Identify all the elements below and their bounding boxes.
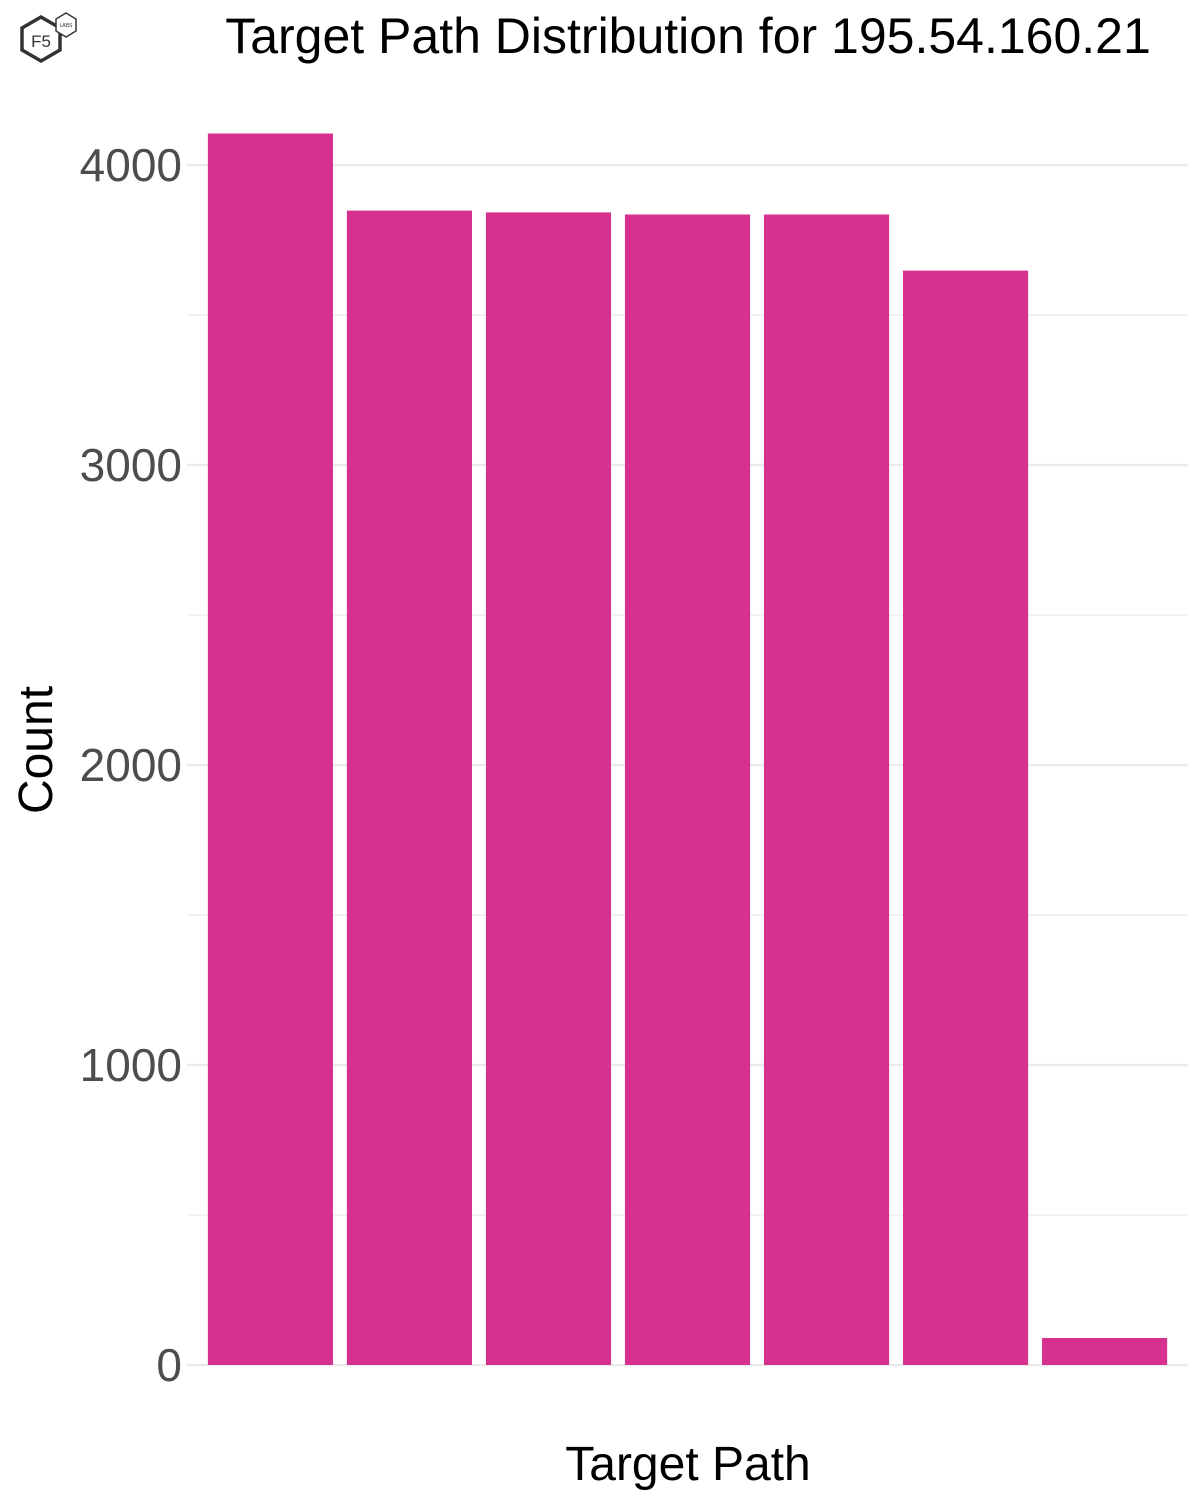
- bar: [485, 212, 612, 1365]
- y-tick-label: 3000: [80, 439, 182, 491]
- bar: [902, 270, 1029, 1366]
- bar: [624, 214, 751, 1365]
- bars: [207, 133, 1168, 1366]
- y-tick-label: 1000: [80, 1039, 182, 1091]
- x-axis-label: Target Path: [565, 1438, 810, 1491]
- f5-labs-logo: F5 LABS: [20, 12, 77, 64]
- y-axis-ticks: 0 1000 2000 3000 4000: [80, 139, 182, 1391]
- y-axis-label: Count: [10, 686, 63, 814]
- svg-text:LABS: LABS: [60, 23, 73, 29]
- svg-text:F5: F5: [31, 32, 51, 51]
- y-tick-label: 0: [156, 1339, 182, 1391]
- bar: [207, 133, 333, 1365]
- chart-title: Target Path Distribution for 195.54.160.…: [225, 8, 1151, 64]
- bar: [763, 214, 890, 1365]
- bar: [1042, 1338, 1168, 1365]
- bar: [346, 210, 473, 1366]
- y-tick-label: 2000: [80, 739, 182, 791]
- y-tick-label: 4000: [80, 139, 182, 191]
